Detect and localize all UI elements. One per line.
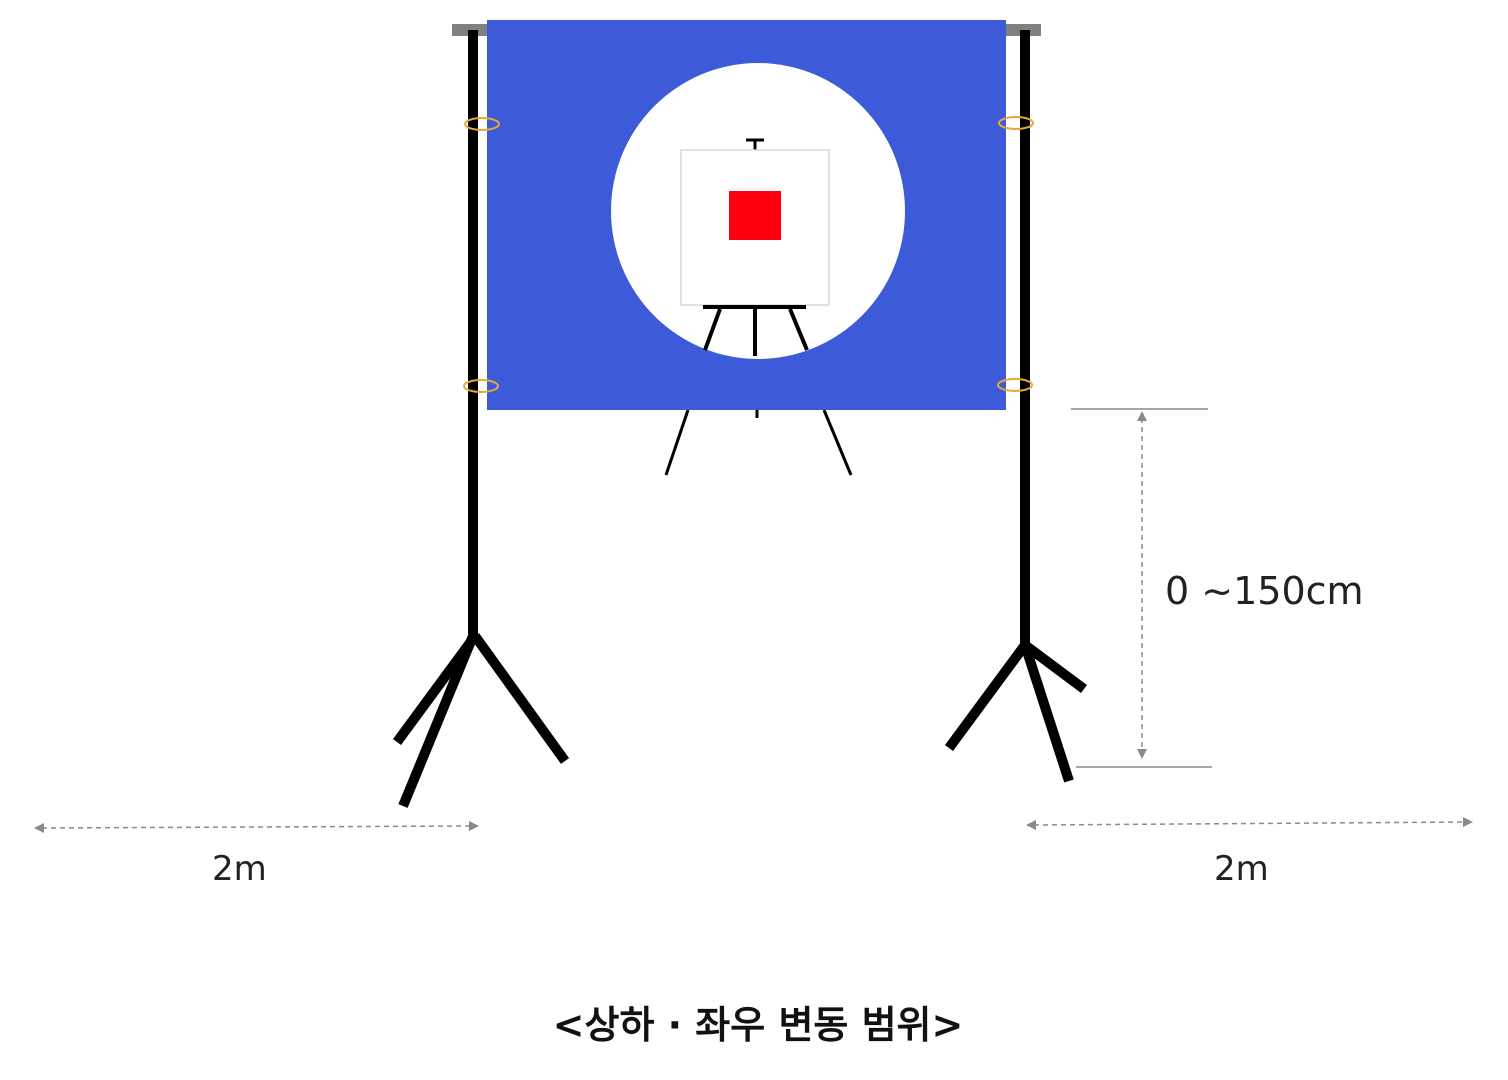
right-stand — [944, 30, 1087, 783]
left-range-label: 2m — [212, 849, 267, 889]
right-horizontal-dimension — [1026, 817, 1473, 830]
easel — [680, 138, 830, 356]
left-stand-leg-3 — [470, 633, 570, 764]
clips — [463, 116, 1034, 393]
vertical-range-label: 0 ~150cm — [1165, 569, 1364, 613]
right-stand-leg-3 — [1022, 640, 1087, 694]
clip-top-left — [464, 117, 500, 131]
clip-bottom-right — [997, 378, 1033, 392]
right-range-label: 2m — [1214, 849, 1269, 889]
left-stand-leg-2 — [398, 634, 478, 808]
right-stand-leg-1 — [944, 642, 1030, 751]
right-stand-leg-2 — [1020, 643, 1074, 783]
clip-bottom-left — [463, 379, 499, 393]
easel-lower-legs — [664, 408, 853, 476]
left-horizontal-dimension — [34, 821, 479, 833]
diagram-caption: <상하 · 좌우 변동 범위> — [553, 1003, 964, 1047]
vertical-dimension — [1071, 408, 1212, 768]
clip-top-right — [998, 116, 1034, 130]
red-target — [729, 191, 781, 240]
left-stand — [392, 30, 570, 808]
